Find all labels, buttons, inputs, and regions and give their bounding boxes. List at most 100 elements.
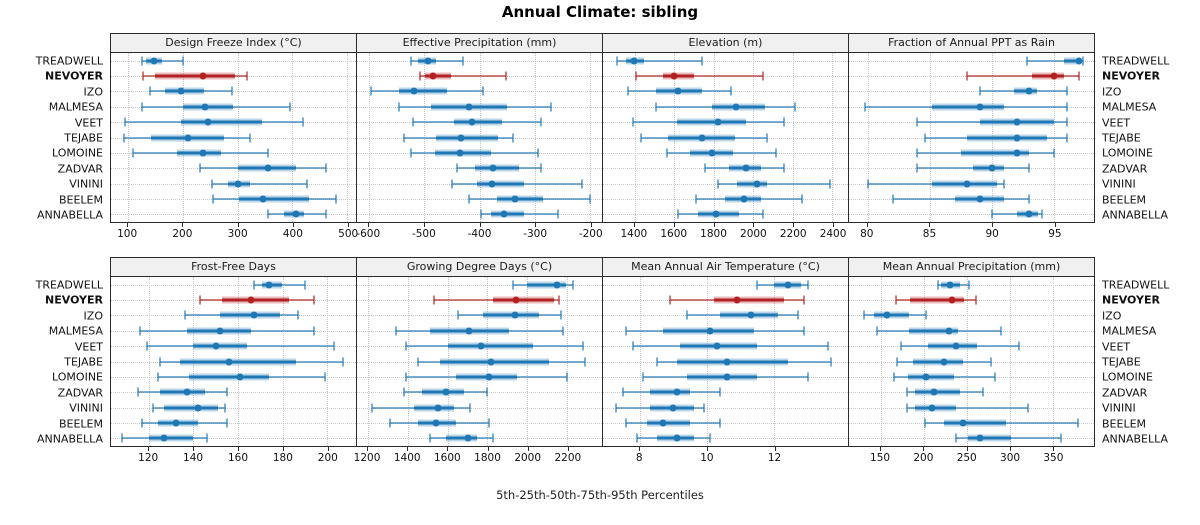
station-label: VININI	[1102, 177, 1136, 191]
whisker-cap	[481, 86, 484, 96]
axis-tick-label: 1800	[700, 228, 727, 240]
panel-header: Design Freeze Index (°C)	[110, 33, 357, 53]
whisker-cap	[152, 403, 155, 413]
station-label: ANNABELLA	[1102, 208, 1169, 222]
plot-area	[602, 52, 849, 223]
median-dot	[199, 72, 207, 80]
plot-area	[356, 52, 603, 223]
axis-tick	[633, 223, 635, 227]
iqr-bar-core	[909, 329, 959, 333]
axis-tick	[567, 447, 569, 451]
whisker-cap	[267, 209, 270, 219]
whisker-cap	[1065, 102, 1068, 112]
top-panels: Design Freeze Index (°C) 100 200 300 400 500…	[110, 33, 1095, 249]
whisker-cap	[332, 341, 335, 351]
station-label: ZADVAR	[1102, 162, 1148, 176]
median-dot	[172, 419, 180, 427]
whisker-cap	[891, 194, 894, 204]
axis-tick-label: 2400	[819, 228, 847, 240]
median-dot	[714, 118, 722, 126]
whisker-cap	[801, 194, 804, 204]
median-dot	[976, 434, 984, 442]
whisker-cap	[297, 310, 300, 320]
bottom-panels: Frost-Free Days 120 140 160 180 200 Growing …	[110, 257, 1095, 473]
station-label: VININI	[69, 401, 103, 415]
whisker-cap	[1003, 179, 1006, 189]
whisker-cap	[864, 102, 867, 112]
whisker-cap	[635, 433, 638, 443]
whisker-cap	[830, 357, 833, 366]
x-axis: 80 85 90 95	[848, 223, 1095, 249]
station-label: MALMESA	[1102, 100, 1157, 114]
station-label: TEJABE	[64, 131, 103, 145]
median-dot	[712, 210, 720, 218]
axis-tick-label: 160	[227, 452, 249, 464]
whisker-cap	[468, 403, 471, 413]
iqr-bar-core	[164, 406, 218, 410]
whisker-cap	[252, 280, 255, 290]
row-guide	[603, 392, 848, 394]
whisker-cap	[1040, 209, 1043, 219]
axis-tick-label: 2000	[514, 452, 542, 464]
median-dot	[883, 311, 891, 319]
median-dot	[674, 87, 682, 95]
plot-area	[356, 276, 603, 447]
whisker-cap	[826, 341, 829, 351]
station-label: IZO	[83, 85, 103, 99]
iqr-bar-core	[968, 436, 1012, 440]
whisker-cap	[1026, 403, 1029, 413]
iqr-bar-core	[193, 344, 247, 348]
axis-tick	[367, 447, 369, 451]
axis-tick-label: -300	[523, 228, 548, 240]
station-label: IZO	[83, 309, 103, 323]
row-guide	[603, 284, 848, 286]
whisker-cap	[1081, 56, 1084, 66]
whisker-cap	[369, 86, 372, 96]
axis-tick	[753, 223, 755, 227]
whisker-cap	[141, 102, 144, 112]
whisker-cap	[582, 341, 585, 351]
whisker-cap	[388, 418, 391, 428]
whisker-cap	[225, 387, 228, 397]
axis-tick	[237, 447, 239, 451]
median-dot	[1013, 149, 1021, 157]
whisker-cap	[122, 133, 125, 142]
whisker-cap	[892, 372, 895, 382]
whisker-cap	[966, 71, 969, 81]
whisker-cap	[756, 280, 759, 290]
median-dot	[732, 103, 740, 111]
whisker-cap	[138, 326, 141, 336]
axis-tick-label: 250	[956, 452, 977, 464]
whisker-cap	[205, 433, 208, 443]
whisker-cap	[303, 280, 306, 290]
row-guide	[603, 438, 848, 440]
row-guide	[849, 214, 1094, 216]
iqr-bar-core	[413, 406, 454, 410]
iqr-bar-core	[649, 390, 691, 394]
iqr-bar-core	[483, 313, 540, 317]
whisker-cap	[642, 372, 645, 382]
median-dot	[489, 164, 497, 172]
median-dot	[940, 358, 948, 365]
whisker-cap	[906, 387, 909, 397]
axis-tick-label: 350	[1043, 452, 1064, 464]
median-dot	[948, 296, 956, 304]
whisker-cap	[1018, 341, 1021, 351]
whisker-cap	[536, 148, 539, 158]
whisker-cap	[231, 86, 234, 96]
whisker-cap	[803, 326, 806, 336]
axis-tick-label: 300	[227, 228, 248, 240]
grid-line	[880, 277, 882, 446]
plot-area	[848, 276, 1095, 447]
station-label: TREADWELL	[1102, 278, 1170, 292]
iqr-bar-core	[967, 136, 1047, 139]
whisker-cap	[248, 133, 251, 142]
grid-line	[589, 53, 591, 222]
station-label: BEELEM	[58, 417, 103, 431]
median-dot	[930, 388, 938, 396]
axis-tick-label: 180	[272, 452, 293, 464]
whisker-cap	[632, 117, 635, 127]
whisker-cap	[634, 71, 637, 81]
station-label: TREADWELL	[35, 278, 103, 292]
station-labels-right-top: TREADWELL NEVOYER IZO MALMESA VEET TEJABE LOMO…	[1095, 33, 1200, 223]
